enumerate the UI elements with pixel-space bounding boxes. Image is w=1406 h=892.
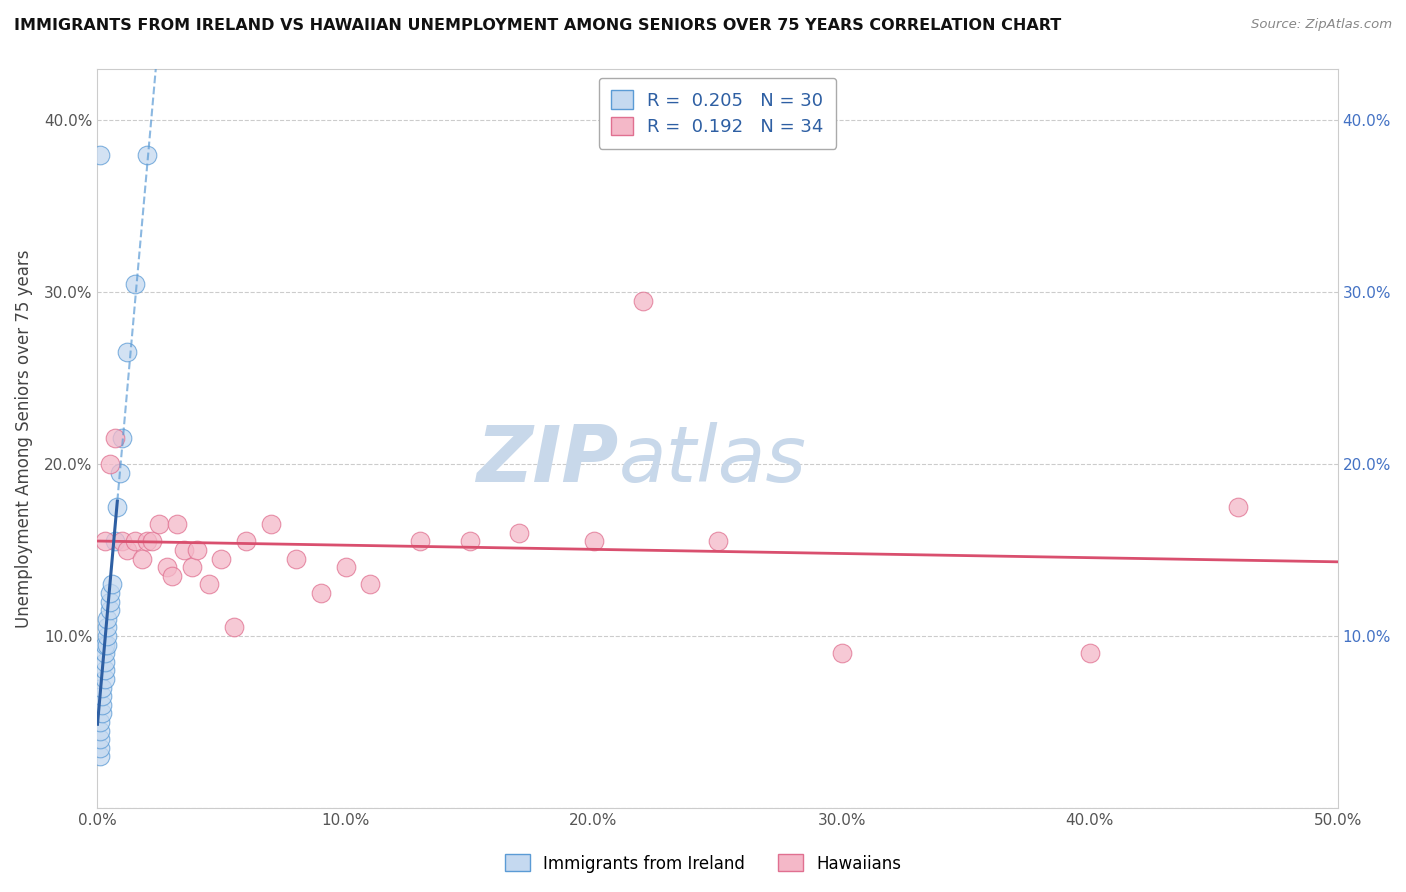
Point <box>124 277 146 291</box>
Point <box>131 551 153 566</box>
Point <box>284 551 307 566</box>
Point <box>94 664 117 678</box>
Text: IMMIGRANTS FROM IRELAND VS HAWAIIAN UNEMPLOYMENT AMONG SENIORS OVER 75 YEARS COR: IMMIGRANTS FROM IRELAND VS HAWAIIAN UNEM… <box>14 18 1062 33</box>
Point <box>706 534 728 549</box>
Point <box>582 534 605 549</box>
Text: ZIP: ZIP <box>477 423 619 499</box>
Point <box>91 690 114 704</box>
Point <box>309 586 332 600</box>
Point <box>89 740 111 755</box>
Point <box>98 603 121 617</box>
Text: Source: ZipAtlas.com: Source: ZipAtlas.com <box>1251 18 1392 31</box>
Point <box>508 525 530 540</box>
Point <box>409 534 432 549</box>
Point <box>89 732 111 747</box>
Point <box>1227 500 1250 514</box>
Point <box>156 560 179 574</box>
Point <box>160 569 183 583</box>
Point <box>211 551 233 566</box>
Point <box>105 500 128 514</box>
Point <box>94 646 117 660</box>
Point <box>235 534 257 549</box>
Point <box>96 620 118 634</box>
Legend: Immigrants from Ireland, Hawaiians: Immigrants from Ireland, Hawaiians <box>498 847 908 880</box>
Point <box>98 586 121 600</box>
Point <box>631 293 654 308</box>
Point <box>186 543 208 558</box>
Point <box>108 466 131 480</box>
Point <box>89 749 111 764</box>
Point <box>96 638 118 652</box>
Point <box>831 646 853 660</box>
Point <box>1078 646 1101 660</box>
Point <box>115 543 138 558</box>
Point <box>136 147 159 161</box>
Point <box>359 577 381 591</box>
Y-axis label: Unemployment Among Seniors over 75 years: Unemployment Among Seniors over 75 years <box>15 249 32 628</box>
Point <box>104 431 127 445</box>
Point <box>136 534 159 549</box>
Point <box>96 629 118 643</box>
Point <box>91 681 114 695</box>
Point <box>98 457 121 471</box>
Point <box>148 517 170 532</box>
Legend: R =  0.205   N = 30, R =  0.192   N = 34: R = 0.205 N = 30, R = 0.192 N = 34 <box>599 78 837 149</box>
Point <box>94 534 117 549</box>
Point <box>101 577 124 591</box>
Point <box>260 517 283 532</box>
Point <box>94 655 117 669</box>
Point <box>180 560 202 574</box>
Point <box>111 534 134 549</box>
Point <box>94 638 117 652</box>
Point <box>96 612 118 626</box>
Point <box>124 534 146 549</box>
Text: atlas: atlas <box>619 423 806 499</box>
Point <box>222 620 245 634</box>
Point <box>89 147 111 161</box>
Point <box>91 698 114 712</box>
Point <box>173 543 195 558</box>
Point <box>111 431 134 445</box>
Point <box>98 595 121 609</box>
Point <box>335 560 357 574</box>
Point <box>91 706 114 721</box>
Point <box>115 345 138 359</box>
Point <box>104 534 127 549</box>
Point <box>94 672 117 686</box>
Point <box>458 534 481 549</box>
Point <box>89 723 111 738</box>
Point <box>89 715 111 730</box>
Point <box>141 534 163 549</box>
Point <box>166 517 188 532</box>
Point <box>198 577 221 591</box>
